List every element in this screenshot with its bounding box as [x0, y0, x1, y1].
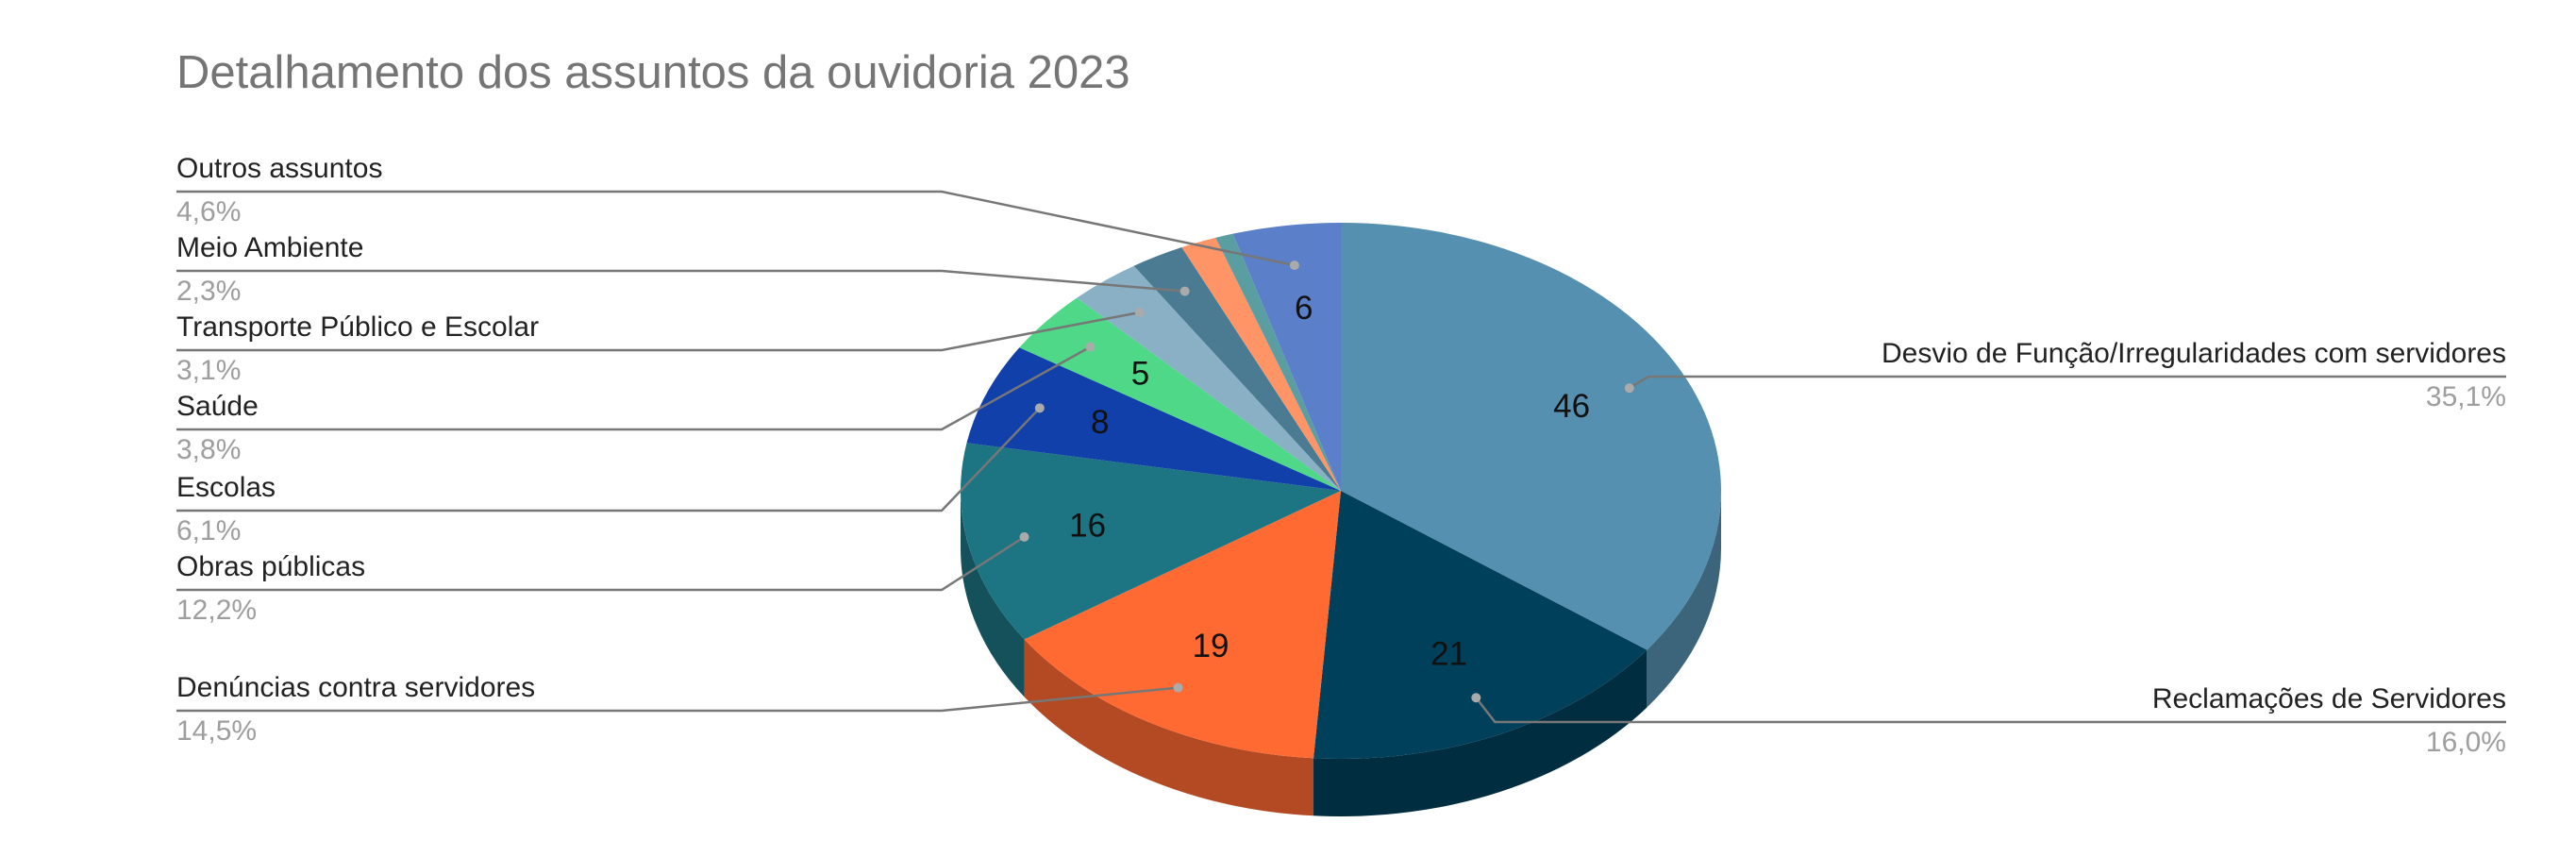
- callout-line: [176, 269, 1185, 293]
- percent-label: 2,3%: [176, 276, 241, 307]
- callout-dot: [1019, 531, 1029, 542]
- data-label: 6: [1295, 290, 1313, 327]
- slice-side: [1024, 639, 1314, 816]
- percent-label: 3,8%: [176, 434, 241, 465]
- percent-label: 16,0%: [2426, 727, 2506, 758]
- category-label: Transporte Público e Escolar: [176, 311, 539, 343]
- pie-slice: [1313, 491, 1648, 760]
- category-label: Saúde: [176, 391, 259, 422]
- category-label: Escolas: [176, 472, 276, 503]
- callout-line: [176, 311, 1141, 352]
- data-label: 16: [1069, 507, 1106, 544]
- callout-line: [1629, 375, 2506, 390]
- pie-sides: [961, 491, 1721, 816]
- data-label: 21: [1430, 636, 1467, 673]
- pie-slice: [1341, 223, 1721, 650]
- callout-line: [176, 345, 1091, 431]
- percent-label: 6,1%: [176, 515, 241, 546]
- category-label: Desvio de Função/Irregularidades com ser…: [1882, 338, 2506, 369]
- callout-line: [176, 686, 1179, 713]
- callout-line: [176, 535, 1026, 592]
- callout-line: [1475, 697, 2506, 724]
- callout-dot: [1085, 342, 1096, 352]
- category-label: Obras públicas: [176, 551, 365, 582]
- callout-line: [176, 407, 1041, 513]
- percent-label: 12,2%: [176, 595, 257, 626]
- slice-side: [961, 491, 1025, 697]
- pie-slice: [961, 443, 1341, 640]
- callout-dot: [1624, 383, 1634, 394]
- pie-slice: [1232, 223, 1341, 491]
- percent-label: 35,1%: [2426, 381, 2506, 412]
- slice-side: [1313, 649, 1648, 816]
- pie-slice: [1077, 265, 1341, 491]
- callout-dot: [1173, 682, 1183, 693]
- percent-label: 14,5%: [176, 715, 257, 747]
- data-label: 19: [1193, 628, 1229, 664]
- percent-label: 4,6%: [176, 196, 241, 227]
- callout-dot: [1034, 403, 1045, 413]
- callout-line: [176, 190, 1296, 267]
- pie-slice: [1024, 491, 1341, 759]
- data-label: 8: [1091, 404, 1109, 441]
- callout-dot: [1471, 693, 1481, 703]
- category-label: Reclamações de Servidores: [2152, 683, 2506, 714]
- data-label: 5: [1131, 355, 1149, 392]
- category-label: Denúncias contra servidores: [176, 672, 535, 703]
- pie-slice: [1181, 237, 1341, 492]
- category-label: Meio Ambiente: [176, 232, 363, 263]
- category-label: Outros assuntos: [176, 153, 382, 184]
- pie-slice: [966, 347, 1341, 491]
- data-label: 46: [1553, 388, 1590, 425]
- percent-label: 3,1%: [176, 355, 241, 386]
- pie-slice: [1215, 233, 1341, 491]
- callout-dot: [1179, 286, 1190, 296]
- chart-title: Detalhamento dos assuntos da ouvidoria 2…: [176, 47, 1130, 98]
- pie-slice: [1133, 247, 1341, 491]
- callout-dot: [1134, 308, 1145, 318]
- pie-slice: [1019, 297, 1341, 491]
- callout-dot: [1289, 260, 1299, 271]
- slice-side: [1647, 491, 1721, 708]
- pie-top: [961, 223, 1721, 760]
